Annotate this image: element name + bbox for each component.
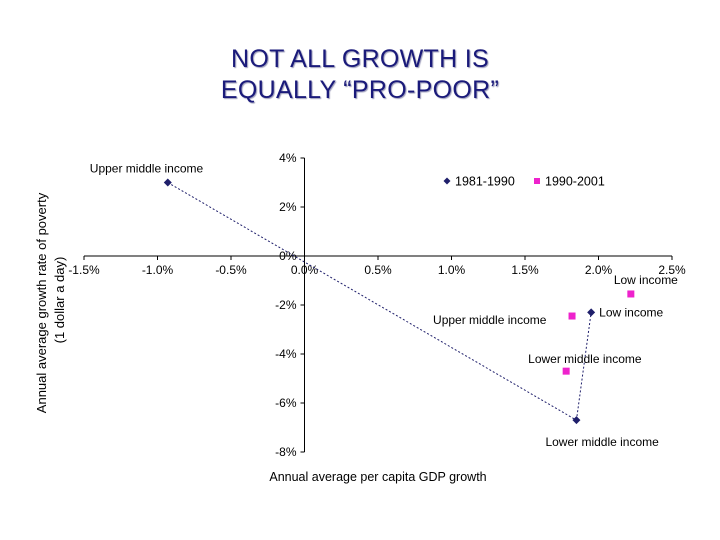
x-tick-label: 1.0% [438,263,466,277]
legend-marker-square [534,178,540,184]
y-tick-label: -6% [275,396,297,410]
point-label: Lower middle income [545,435,659,449]
y-tick-label: 4% [279,151,297,165]
y-tick-label: 0% [279,249,297,263]
point-label: Low income [614,273,678,287]
legend-label: 1981-1990 [455,175,515,189]
legend-marker-diamond [443,177,451,185]
point-label: Upper middle income [90,162,204,176]
connector-lines [167,182,592,421]
x-tick-label: -1.0% [142,263,174,277]
y-tick-label: -4% [275,347,297,361]
title-line-2: EQUALLY “PRO-POOR” [220,76,500,104]
x-tick-label: 2.5% [658,263,686,277]
data-point-diamond [587,308,596,317]
connector-line [575,312,592,421]
point-label: Upper middle income [433,313,547,327]
legend: 1981-1990 1990-2001 [443,175,605,189]
point-labels: Upper middle income Low income Lower middl… [90,162,678,450]
legend-label: 1990-2001 [545,175,605,189]
y-tick-label: -8% [275,445,297,459]
title-line-1: NOT ALL GROWTH IS [231,45,489,73]
point-label: Low income [599,305,663,319]
x-tick-label: 2.0% [585,263,613,277]
x-axis-label: Annual average per capita GDP growth [269,470,486,484]
connector-line [167,182,577,421]
x-tick-label: 0.0% [291,263,319,277]
data-point-square [568,312,576,320]
point-label: Lower middle income [528,352,642,366]
x-tick-label: -0.5% [215,263,247,277]
y-tick-label: -2% [275,298,297,312]
data-points [163,178,635,425]
x-tick-label: 1.5% [511,263,539,277]
y-axis-label-line-1: Annual average growth rate of poverty [34,192,49,413]
chart-axes: -1.5% -1.0% -0.5% 0.0% 0.5% 1.0% 1.5% 2.0% 2.5% 4… [68,151,686,459]
data-point-diamond [572,416,581,425]
slide-title: NOT ALL GROWTH IS EQUALLY “PRO-POOR” [0,44,720,106]
data-point-square [562,367,570,375]
x-tick-label: 0.5% [364,263,392,277]
y-axis-label-line-2: (1 dollar a day) [52,257,67,344]
data-point-square [627,290,635,298]
x-tick-label: -1.5% [68,263,100,277]
data-point-diamond [163,178,172,187]
y-tick-label: 2% [279,200,297,214]
